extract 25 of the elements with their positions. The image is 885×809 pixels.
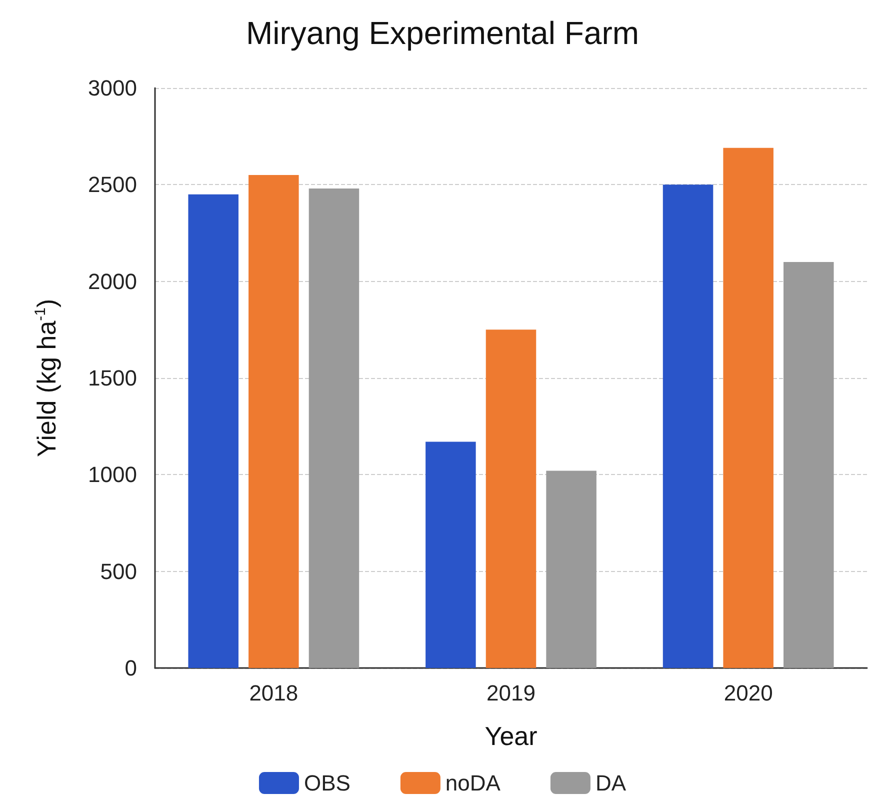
bar: [546, 470, 596, 668]
bar: [784, 262, 834, 668]
bar: [248, 175, 299, 668]
bar: [486, 330, 536, 668]
y-tick-label: 500: [100, 558, 137, 584]
x-tick-label: 2020: [724, 680, 773, 706]
legend-label: DA: [595, 770, 626, 796]
bar: [426, 442, 476, 668]
x-tick-label: 2019: [486, 680, 536, 706]
bar: [723, 148, 774, 668]
y-tick-label: 1500: [88, 366, 137, 390]
y-tick-label: 1000: [88, 462, 137, 488]
x-tick-label: 2018: [249, 680, 298, 706]
legend-label: OBS: [304, 770, 350, 796]
bar: [188, 194, 238, 668]
chart-title: Miryang Experimental Farm: [246, 15, 639, 51]
legend-label: noDA: [445, 770, 501, 796]
y-axis-title: Yield (kg ha-1): [32, 298, 62, 458]
bar: [308, 188, 360, 668]
bar: [662, 184, 714, 668]
y-tick-label: 0: [124, 656, 137, 680]
y-tick-label: 3000: [88, 76, 137, 100]
y-tick-label: 2000: [88, 268, 137, 294]
y-tick-label: 2500: [88, 172, 137, 198]
x-axis-title: Year: [484, 721, 538, 751]
